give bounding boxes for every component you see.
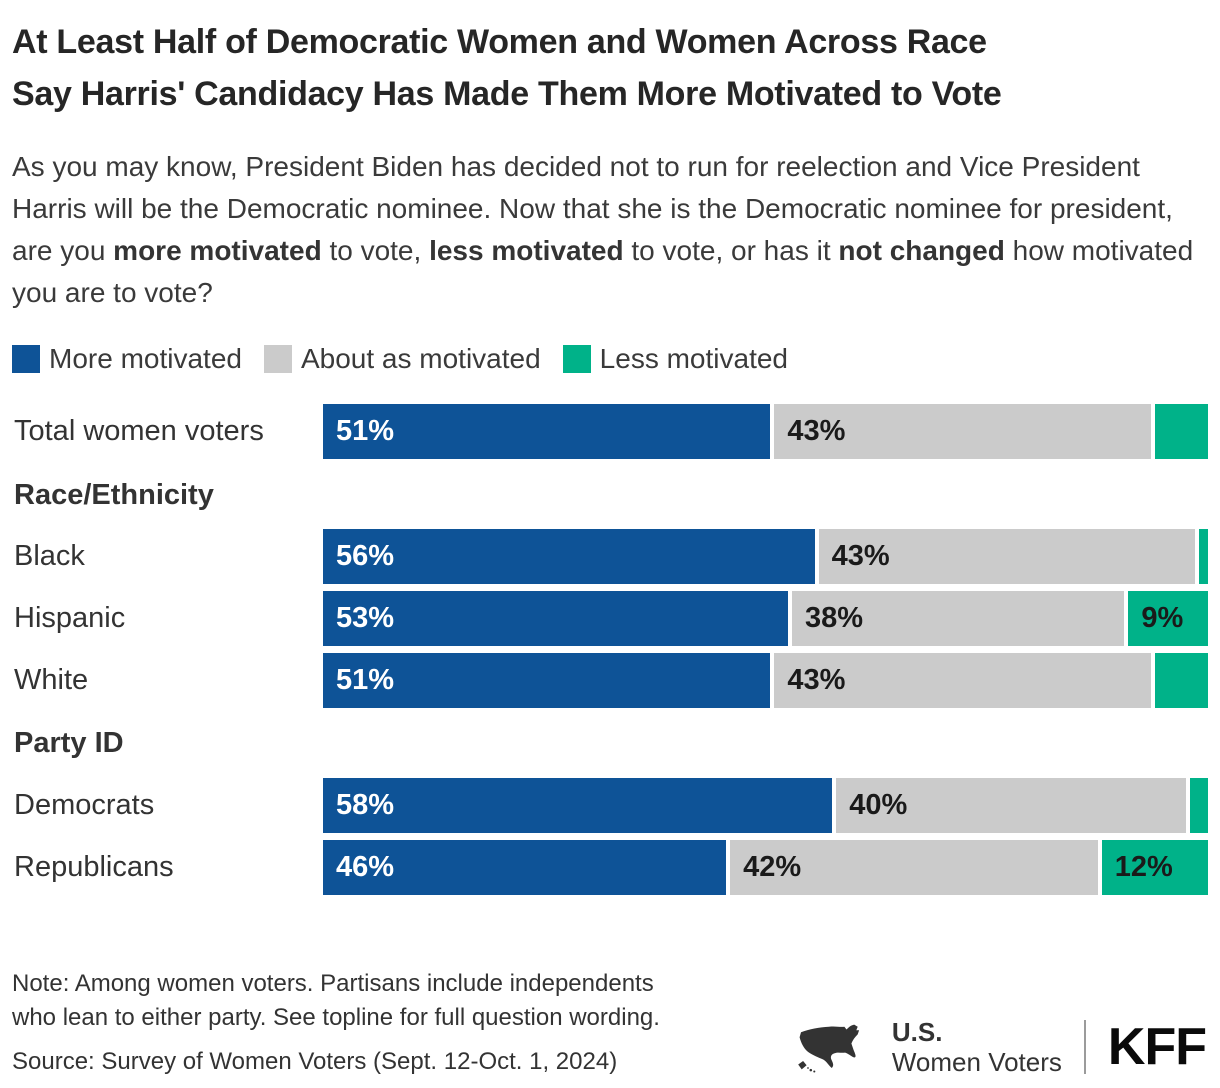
row-label: Total women voters xyxy=(14,415,264,447)
bar-track: 58% 40% xyxy=(323,778,1208,833)
bar-segment-less-motivated xyxy=(1190,778,1208,833)
bar-value-label: 46% xyxy=(336,851,395,883)
question-segment: how motivated you are to vote? xyxy=(12,235,1194,308)
chart-source: Source: Survey of Women Voters (Sept. 12… xyxy=(12,1048,618,1075)
question-segment: to vote, or has it xyxy=(623,235,839,266)
chart-row-hispanic: Hispanic 53% 38% 9% xyxy=(12,591,1208,646)
bar-value-label: 51% xyxy=(336,664,395,696)
title-line-1: At Least Half of Democratic Women and Wo… xyxy=(12,23,987,61)
legend-item-about-as-motivated: About as motivated xyxy=(263,343,541,375)
footer-brand: U.S. Women Voters KFF xyxy=(794,1016,1207,1078)
bar-segment-less-motivated xyxy=(1154,404,1208,459)
bar-value-label: 56% xyxy=(336,540,395,572)
bar-segment-less-motivated: 9% xyxy=(1128,591,1208,646)
bar-segment-about-as-motivated: 43% xyxy=(774,653,1155,708)
section-header-party-id: Party ID xyxy=(14,727,124,759)
bar-segment-more-motivated: 56% xyxy=(323,529,819,584)
question-segment: to vote, xyxy=(321,235,430,266)
row-label: White xyxy=(14,664,89,696)
bar-segment-about-as-motivated: 43% xyxy=(818,529,1200,584)
bar-track: 56% 43% xyxy=(323,529,1208,584)
brand-text: U.S. Women Voters xyxy=(892,1017,1062,1077)
bar-value-label: 43% xyxy=(787,664,846,696)
bar-value-label: 38% xyxy=(805,602,864,634)
chart-row-white: White 51% 43% xyxy=(12,653,1208,708)
brand-divider xyxy=(1083,1020,1086,1074)
bar-value-label: 43% xyxy=(787,415,846,447)
bar-value-label: 53% xyxy=(336,602,395,634)
bar-segment-more-motivated: 46% xyxy=(323,840,731,895)
legend-label: More motivated xyxy=(49,343,242,374)
us-map-icon xyxy=(798,1024,859,1073)
chart-row-total-women-voters: Total women voters 51% 43% xyxy=(12,404,1208,459)
brand-region: U.S. xyxy=(891,1017,943,1047)
legend-swatch-about-as-motivated xyxy=(263,345,292,373)
page-title: At Least Half of Democratic Women and Wo… xyxy=(0,0,1220,120)
bar-segment-more-motivated: 53% xyxy=(323,591,793,646)
bar-track: 53% 38% 9% xyxy=(323,591,1208,646)
legend-label: About as motivated xyxy=(300,343,541,374)
bar-segment-about-as-motivated: 43% xyxy=(774,404,1155,459)
bar-segment-about-as-motivated: 38% xyxy=(792,591,1129,646)
bar-segment-about-as-motivated: 40% xyxy=(836,778,1191,833)
chart-row-black: Black 56% 43% xyxy=(12,529,1208,584)
section-header-race-ethnicity: Race/Ethnicity xyxy=(14,479,214,511)
bar-value-label: 40% xyxy=(849,789,908,821)
bar-track: 51% 43% xyxy=(323,653,1208,708)
kff-logo: KFF xyxy=(1107,1018,1207,1076)
bar-value-label: 42% xyxy=(743,851,802,883)
bar-track: 46% 42% 12% xyxy=(323,840,1208,895)
legend-swatch-less-motivated xyxy=(562,345,591,373)
title-line-2: Say Harris' Candidacy Has Made Them More… xyxy=(12,75,1002,113)
row-label: Republicans xyxy=(14,851,174,883)
bar-track: 51% 43% xyxy=(323,404,1208,459)
row-label: Hispanic xyxy=(14,602,126,634)
question-segment-bold: more motivated xyxy=(113,235,322,266)
question-segment: As you may know, President Biden has dec… xyxy=(12,151,1173,266)
legend-label: Less motivated xyxy=(599,343,788,374)
bar-segment-more-motivated: 51% xyxy=(323,404,775,459)
row-label: Black xyxy=(14,540,85,572)
stacked-bar-chart: Total women voters 51% 43% Race/Ethnicity Bl… xyxy=(0,404,1220,895)
bar-segment-less-motivated xyxy=(1199,529,1208,584)
bar-value-label: 51% xyxy=(336,415,395,447)
legend-item-more-motivated: More motivated xyxy=(12,343,242,375)
bar-segment-more-motivated: 51% xyxy=(323,653,775,708)
survey-question: As you may know, President Biden has dec… xyxy=(12,146,1204,314)
chart-row-democrats: Democrats 58% 40% xyxy=(12,778,1208,833)
legend-swatch-more-motivated xyxy=(12,345,40,373)
bar-value-label: 43% xyxy=(831,540,890,572)
question-segment-bold: less motivated xyxy=(429,235,624,266)
bar-value-label: 9% xyxy=(1141,602,1184,634)
bar-segment-more-motivated: 58% xyxy=(323,778,837,833)
brand-audience: Women Voters xyxy=(891,1047,1062,1077)
chart-note: Note: Among women voters. Partisans incl… xyxy=(12,970,660,1031)
legend-item-less-motivated: Less motivated xyxy=(562,343,788,375)
question-segment-bold: not changed xyxy=(838,235,1005,266)
bar-segment-about-as-motivated: 42% xyxy=(730,840,1102,895)
bar-segment-less-motivated xyxy=(1154,653,1208,708)
legend: More motivated About as motivated Less m… xyxy=(12,343,1208,375)
chart-row-republicans: Republicans 46% 42% 12% xyxy=(12,840,1208,895)
row-label: Democrats xyxy=(14,789,155,821)
bar-value-label: 12% xyxy=(1114,851,1173,883)
bar-segment-less-motivated: 12% xyxy=(1101,840,1208,895)
bar-value-label: 58% xyxy=(336,789,395,821)
survey-brand-lockup: U.S. Women Voters xyxy=(794,1016,1062,1078)
